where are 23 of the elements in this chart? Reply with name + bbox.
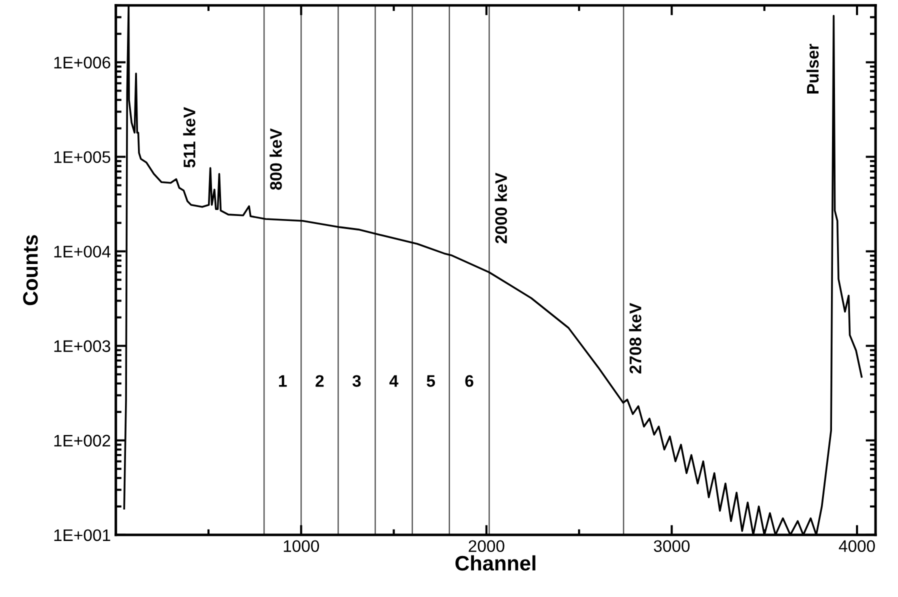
- y-tick-label: 1E+004: [54, 246, 110, 258]
- x-axis-title: Channel: [455, 555, 536, 571]
- annotation: 3: [352, 375, 361, 387]
- x-tick-label: 1000: [284, 540, 320, 552]
- annotation: 2: [316, 375, 324, 387]
- annotation: 6: [465, 375, 474, 387]
- annotation: 511 keV: [183, 107, 196, 168]
- annotation: 5: [426, 375, 436, 387]
- ref-line-label: 800 keV: [270, 128, 282, 190]
- y-axis-title: Counts: [23, 235, 38, 306]
- y-tick-label: 1E+006: [54, 56, 110, 68]
- annotation: 4: [389, 375, 398, 387]
- x-tick-label: 3000: [654, 540, 690, 552]
- x-tick-label: 4000: [838, 540, 875, 552]
- y-tick-label: 1E+002: [54, 434, 110, 447]
- annotation: Pulser: [806, 44, 819, 94]
- y-tick-label: 1E+005: [54, 151, 110, 164]
- y-tick-label: 1E+003: [54, 340, 110, 352]
- y-tick-label: 1E+001: [54, 529, 110, 542]
- x-tick-label: 2000: [468, 540, 504, 552]
- annotation: 1: [279, 375, 287, 387]
- ref-line-label: 2708 keV: [629, 302, 642, 374]
- ref-line-label: 2000 keV: [494, 172, 508, 244]
